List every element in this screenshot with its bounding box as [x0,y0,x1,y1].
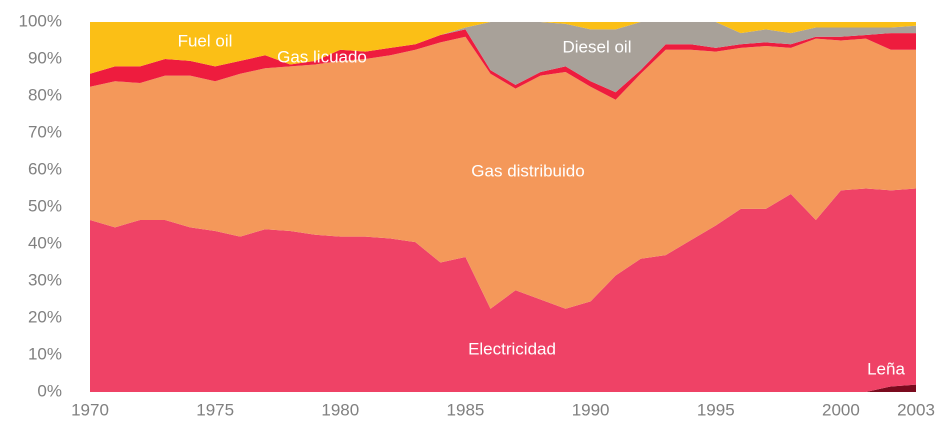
y-tick-label: 70% [28,122,62,141]
series-label: Fuel oil [178,31,233,50]
x-tick-label: 1985 [447,400,485,419]
y-tick-label: 0% [37,381,62,400]
x-tick-label: 1970 [71,400,109,419]
y-tick-label: 100% [19,11,62,30]
y-tick-label: 10% [28,344,62,363]
x-tick-label: 1980 [321,400,359,419]
area [90,22,916,93]
series-label: Diesel oil [563,37,632,56]
x-tick-label: 1995 [697,400,735,419]
series-label: Gas distribuido [471,161,584,180]
y-tick-label: 20% [28,307,62,326]
y-tick-label: 90% [28,48,62,67]
area [90,29,916,100]
y-tick-label: 30% [28,270,62,289]
x-tick-label: 2000 [822,400,860,419]
y-tick-label: 40% [28,233,62,252]
x-tick-label: 2003 [897,400,935,419]
y-tick-label: 60% [28,159,62,178]
area [90,22,916,74]
series-label: Gas licuado [277,47,367,66]
x-tick-label: 1975 [196,400,234,419]
y-tick-label: 80% [28,85,62,104]
area [90,188,916,392]
series-label: Electricidad [468,339,556,358]
y-tick-label: 50% [28,196,62,215]
area [90,36,916,309]
series-label: Leña [867,359,905,378]
x-tick-label: 1990 [572,400,610,419]
